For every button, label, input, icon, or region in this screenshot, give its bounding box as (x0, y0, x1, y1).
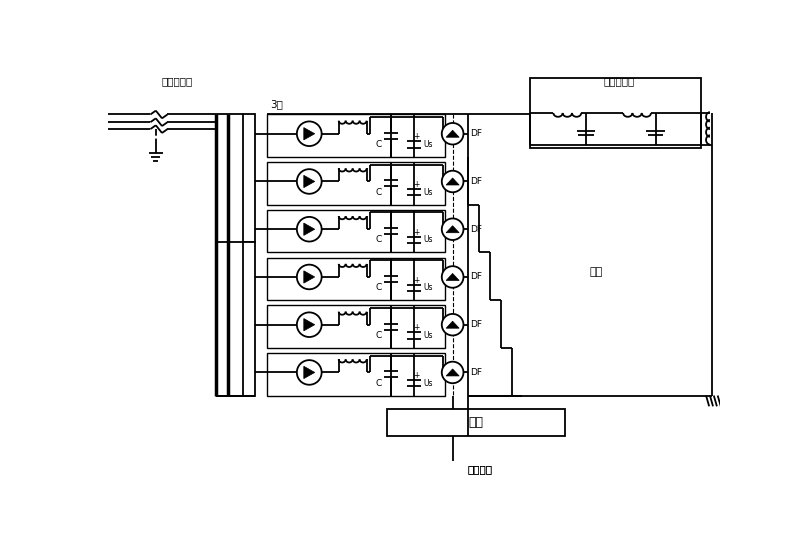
Bar (386, 409, 565, 437)
Polygon shape (304, 128, 314, 140)
Text: C: C (375, 283, 382, 292)
Text: DF: DF (470, 177, 482, 186)
Text: C: C (375, 188, 382, 197)
Circle shape (297, 265, 322, 289)
Circle shape (297, 360, 322, 384)
Text: 音频输入: 音频输入 (467, 463, 492, 474)
Polygon shape (446, 321, 459, 328)
Text: C: C (375, 379, 382, 388)
Text: DF: DF (470, 129, 482, 138)
Circle shape (297, 121, 322, 146)
Text: +: + (413, 323, 419, 332)
Text: C: C (375, 236, 382, 244)
Polygon shape (446, 178, 459, 185)
Text: DF: DF (470, 272, 482, 281)
Bar (243, 114, 255, 242)
Text: DF: DF (470, 368, 482, 377)
Circle shape (442, 219, 463, 240)
Bar (266, 210, 445, 252)
Text: +: + (413, 180, 419, 189)
Bar (266, 162, 445, 205)
Polygon shape (304, 366, 314, 379)
Text: Us: Us (423, 283, 433, 292)
Text: 音频输入: 音频输入 (467, 463, 492, 474)
Text: 进线断路器: 进线断路器 (162, 76, 193, 86)
Polygon shape (446, 369, 459, 376)
Text: Us: Us (423, 236, 433, 244)
Bar (243, 242, 255, 396)
Text: C: C (375, 331, 382, 340)
Text: +: + (413, 228, 419, 237)
Bar (266, 258, 445, 300)
Polygon shape (304, 271, 314, 283)
Circle shape (297, 169, 322, 194)
Text: Us: Us (423, 140, 433, 149)
Circle shape (297, 313, 322, 337)
Text: Us: Us (423, 188, 433, 197)
Text: 光纤: 光纤 (590, 267, 602, 277)
Circle shape (297, 217, 322, 242)
Polygon shape (304, 223, 314, 235)
Circle shape (442, 314, 463, 336)
Polygon shape (446, 130, 459, 137)
Text: Us: Us (423, 379, 433, 388)
Polygon shape (304, 175, 314, 187)
Bar (530, 78, 701, 148)
Text: DF: DF (470, 224, 482, 234)
Circle shape (442, 266, 463, 288)
Text: +: + (413, 275, 419, 285)
Circle shape (442, 361, 463, 383)
Text: DF: DF (470, 320, 482, 329)
Text: C: C (375, 140, 382, 149)
Text: 3相: 3相 (270, 99, 283, 110)
Circle shape (442, 171, 463, 192)
Bar (266, 114, 445, 157)
Text: 低通滤波器: 低通滤波器 (604, 76, 635, 86)
Text: 控制: 控制 (468, 416, 483, 430)
Polygon shape (446, 226, 459, 233)
Polygon shape (304, 318, 314, 331)
Text: +: + (413, 132, 419, 141)
Circle shape (442, 123, 463, 144)
Bar (266, 306, 445, 348)
Polygon shape (446, 273, 459, 280)
Bar (266, 353, 445, 396)
Text: +: + (413, 371, 419, 380)
Text: Us: Us (423, 331, 433, 340)
